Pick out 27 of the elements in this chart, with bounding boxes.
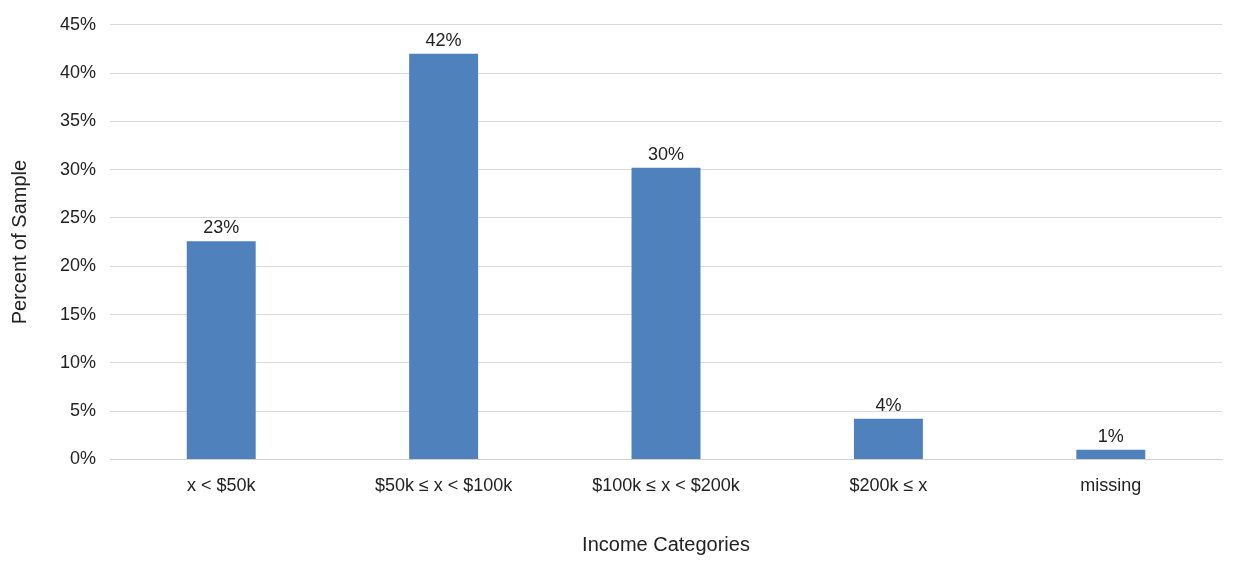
data-label: 42% [425,29,462,50]
data-label: 30% [648,143,685,164]
x-tick-label: $100k ≤ x < $200k [592,475,741,496]
y-axis-title: Percent of Sample [7,159,30,325]
bar [409,53,479,459]
y-tick-label: 0% [70,448,97,469]
y-tick-label: 40% [60,62,97,83]
y-tick-label: 30% [60,158,97,179]
x-tick-label: $200k ≤ x [849,475,928,496]
bar [853,418,923,459]
data-label: 4% [875,394,902,415]
y-tick-label: 5% [70,400,97,421]
bar [186,241,256,459]
y-tick-label: 10% [60,351,97,372]
y-tick-label: 15% [60,303,97,324]
y-tick-label: 20% [60,255,97,276]
x-tick-label: missing [1080,475,1142,496]
y-tick-label: 35% [60,110,97,131]
x-tick-label: $50k ≤ x < $100k [374,475,514,496]
y-tick-label: 45% [60,13,97,34]
bar [1076,449,1146,459]
data-label: 23% [203,217,240,238]
x-axis-title: Income Categories [582,532,750,555]
x-tick-label: x < $50k [186,475,257,496]
bar [631,167,701,459]
data-label: 1% [1097,425,1124,446]
y-tick-label: 25% [60,206,97,227]
